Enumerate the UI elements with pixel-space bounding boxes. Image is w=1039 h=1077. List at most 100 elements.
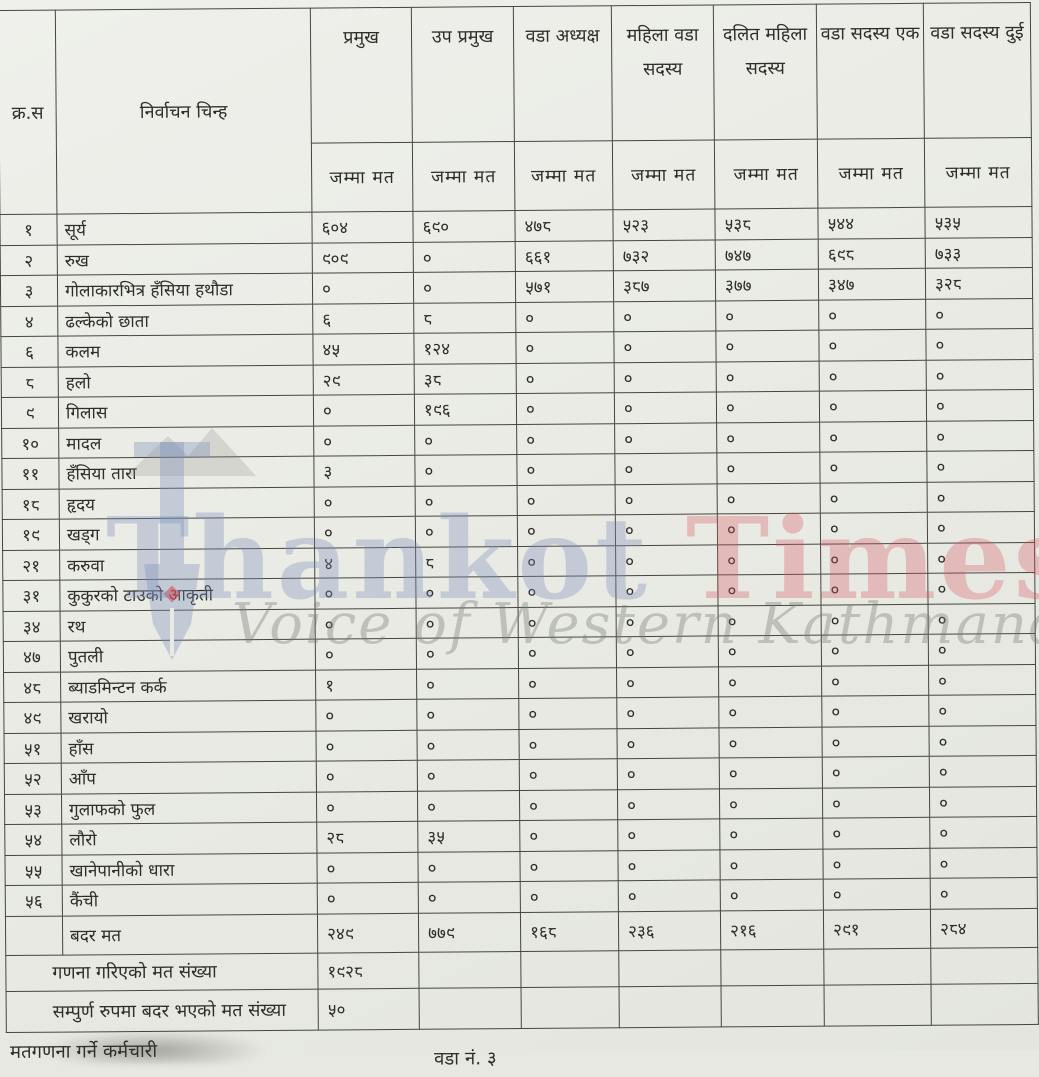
empty-cell bbox=[931, 982, 1039, 1025]
vote-count-cell: ० bbox=[519, 850, 619, 882]
vote-count-cell: ० bbox=[515, 301, 614, 333]
vote-count-cell: २९ bbox=[313, 363, 415, 396]
col-header-serial: क्र.स bbox=[0, 10, 57, 215]
empty-cell bbox=[619, 985, 722, 1028]
vote-count-cell: २८४ bbox=[930, 907, 1038, 948]
vote-count-cell: ० bbox=[616, 605, 719, 637]
symbol-name-cell: कुकुरको टाउको आकृती bbox=[59, 578, 316, 611]
vote-count-cell: ० bbox=[720, 879, 824, 911]
col-header-pramukh: प्रमुख bbox=[310, 7, 413, 144]
serial-number-cell: ११ bbox=[1, 458, 60, 490]
serial-number-cell: २१ bbox=[2, 549, 60, 581]
vote-count-cell: ० bbox=[615, 544, 718, 576]
vote-count-cell: ० bbox=[417, 790, 520, 822]
vote-count-cell: ० bbox=[315, 699, 417, 731]
vote-count-cell: ० bbox=[614, 452, 718, 485]
vote-count-cell: ० bbox=[415, 515, 518, 547]
col-header-member-two: वडा सदस्य दुई bbox=[923, 2, 1032, 139]
summary-value-cell: ५० bbox=[318, 987, 420, 1030]
vote-count-cell: ० bbox=[519, 758, 618, 791]
vote-count-cell: ० bbox=[926, 419, 1034, 452]
vote-count-cell: ३ bbox=[313, 455, 416, 487]
vote-count-cell: ० bbox=[416, 637, 519, 669]
vote-count-cell: ० bbox=[820, 573, 929, 605]
vote-count-cell: ४७८ bbox=[514, 209, 614, 242]
symbol-name-cell: ढल्केको छाता bbox=[57, 303, 313, 337]
vote-count-cell: ० bbox=[819, 451, 928, 483]
vote-count-cell: ० bbox=[516, 423, 615, 455]
vote-count-cell: ० bbox=[927, 511, 1035, 543]
vote-count-cell: ० bbox=[818, 329, 927, 361]
vote-count-cell: ० bbox=[317, 882, 419, 914]
vote-count-cell: ० bbox=[418, 881, 521, 913]
vote-count-cell: २९१ bbox=[823, 908, 931, 949]
empty-cell bbox=[721, 984, 825, 1027]
subheader-total-votes: जम्मा मत bbox=[412, 141, 515, 212]
vote-count-cell: ० bbox=[821, 664, 929, 697]
vote-count-cell: ० bbox=[615, 513, 718, 546]
symbol-name-cell: बदर मत bbox=[62, 913, 318, 955]
vote-count-cell: ० bbox=[719, 787, 823, 819]
vote-count-cell: ० bbox=[315, 729, 418, 762]
vote-count-cell: ५३५ bbox=[924, 206, 1033, 238]
subheader-total-votes: जम्मा मत bbox=[924, 137, 1032, 208]
empty-cell bbox=[418, 950, 522, 988]
symbol-name-cell: हलो bbox=[58, 364, 314, 398]
vote-count-cell: ६०४ bbox=[311, 211, 414, 243]
vote-count-cell: ० bbox=[929, 755, 1037, 787]
vote-count-cell: १६८ bbox=[520, 911, 619, 951]
vote-count-cell: ० bbox=[818, 298, 926, 331]
serial-number-cell: ५२ bbox=[4, 763, 62, 795]
vote-count-cell: ० bbox=[314, 516, 416, 548]
serial-number-cell: ३४ bbox=[3, 610, 61, 642]
vote-count-cell: ० bbox=[416, 729, 520, 761]
vote-count-cell: ० bbox=[414, 454, 518, 486]
summary-value-cell: १९२८ bbox=[317, 951, 420, 989]
vote-count-cell: ० bbox=[717, 482, 821, 514]
vote-count-cell: ० bbox=[718, 726, 823, 758]
vote-count-cell: ० bbox=[518, 636, 617, 669]
vote-count-cell: ० bbox=[928, 633, 1036, 665]
vote-count-cell: ० bbox=[928, 694, 1036, 726]
vote-count-cell: ० bbox=[415, 576, 519, 608]
col-header-dalit-female-member: दलित महिला सदस्य bbox=[713, 4, 818, 140]
vote-count-cell: ० bbox=[519, 789, 618, 821]
vote-count-cell: ० bbox=[315, 607, 417, 640]
vote-count-cell: ६ bbox=[312, 302, 414, 335]
symbol-name-cell: सूर्य bbox=[56, 212, 313, 245]
vote-count-cell: ० bbox=[416, 698, 519, 730]
vote-count-cell: ० bbox=[822, 786, 930, 819]
vote-count-cell: ७४७ bbox=[715, 238, 819, 270]
vote-count-cell: ० bbox=[821, 725, 930, 758]
vote-count-cell: ० bbox=[519, 819, 618, 851]
vote-count-cell: ३८७ bbox=[613, 269, 716, 302]
vote-count-cell: ० bbox=[517, 545, 616, 577]
serial-number-cell: ९ bbox=[1, 397, 59, 429]
vote-count-cell: ० bbox=[313, 424, 415, 457]
vote-count-cell: ० bbox=[613, 300, 716, 332]
symbol-name-cell: गुलाफको फुल bbox=[61, 791, 317, 825]
vote-count-cell: २३६ bbox=[618, 910, 721, 951]
ward-number-label: वडा नं. ३ bbox=[433, 1047, 497, 1070]
vote-count-cell: ० bbox=[413, 271, 516, 303]
col-header-symbol: निर्वाचन चिन्ह bbox=[55, 8, 312, 215]
vote-count-cell: ० bbox=[719, 848, 824, 880]
vote-count-cell: १ bbox=[315, 668, 417, 701]
election-results-table: क्र.स निर्वाचन चिन्ह प्रमुख उप प्रमुख वड… bbox=[0, 2, 1039, 1033]
vote-count-cell: ० bbox=[518, 728, 618, 760]
subheader-total-votes: जम्मा मत bbox=[612, 139, 715, 210]
vote-count-cell: ० bbox=[316, 851, 419, 884]
vote-count-cell: ० bbox=[615, 574, 719, 607]
symbol-name-cell: रुख bbox=[57, 242, 313, 276]
serial-number-cell: २ bbox=[0, 244, 58, 276]
vote-count-cell: ० bbox=[716, 360, 820, 392]
serial-number-cell: ५४ bbox=[4, 824, 62, 856]
empty-cell bbox=[618, 949, 722, 987]
serial-number-cell: ५१ bbox=[4, 732, 62, 764]
vote-count-cell: ० bbox=[819, 390, 927, 422]
vote-count-cell: ६९० bbox=[412, 210, 516, 242]
vote-count-cell: ३८ bbox=[414, 363, 517, 395]
vote-count-cell: ० bbox=[715, 330, 820, 362]
vote-count-cell: ३२८ bbox=[925, 267, 1033, 299]
